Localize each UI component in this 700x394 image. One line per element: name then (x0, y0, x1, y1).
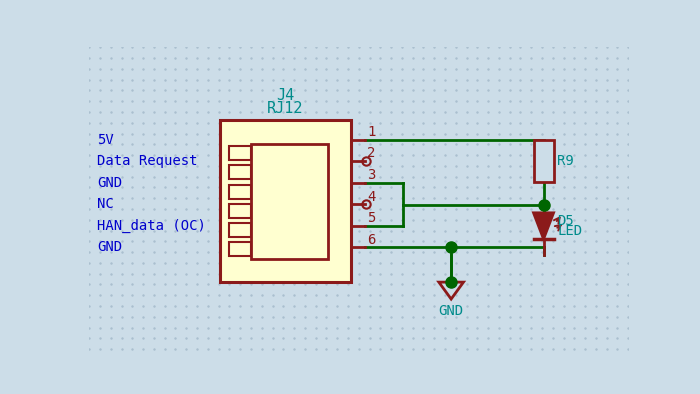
Bar (220, 121, 351, 282)
Text: GND: GND (97, 176, 122, 190)
Text: 4: 4 (368, 190, 376, 204)
Bar (230, 185, 251, 199)
Text: 2: 2 (368, 147, 376, 160)
Text: J4: J4 (276, 88, 295, 103)
Bar (230, 223, 251, 237)
Text: 5V: 5V (97, 133, 113, 147)
Text: HAN_data (OC): HAN_data (OC) (97, 219, 206, 233)
Bar (533, 140, 554, 182)
Text: Data Request: Data Request (97, 154, 197, 168)
Text: 5: 5 (368, 211, 376, 225)
Text: GND: GND (97, 240, 122, 255)
Polygon shape (533, 213, 554, 239)
Text: RJ12: RJ12 (267, 101, 304, 116)
Bar (230, 146, 251, 160)
Text: GND: GND (439, 304, 463, 318)
Text: 6: 6 (368, 233, 376, 247)
Polygon shape (439, 282, 463, 299)
Text: 1: 1 (368, 125, 376, 139)
Text: 3: 3 (368, 168, 376, 182)
Text: LED: LED (557, 225, 582, 238)
Text: R9: R9 (557, 154, 574, 168)
Text: D5: D5 (557, 214, 574, 228)
Bar (230, 242, 251, 256)
Bar (230, 165, 251, 179)
Text: NC: NC (97, 197, 113, 211)
Bar (230, 204, 251, 218)
Bar (251, 143, 328, 259)
